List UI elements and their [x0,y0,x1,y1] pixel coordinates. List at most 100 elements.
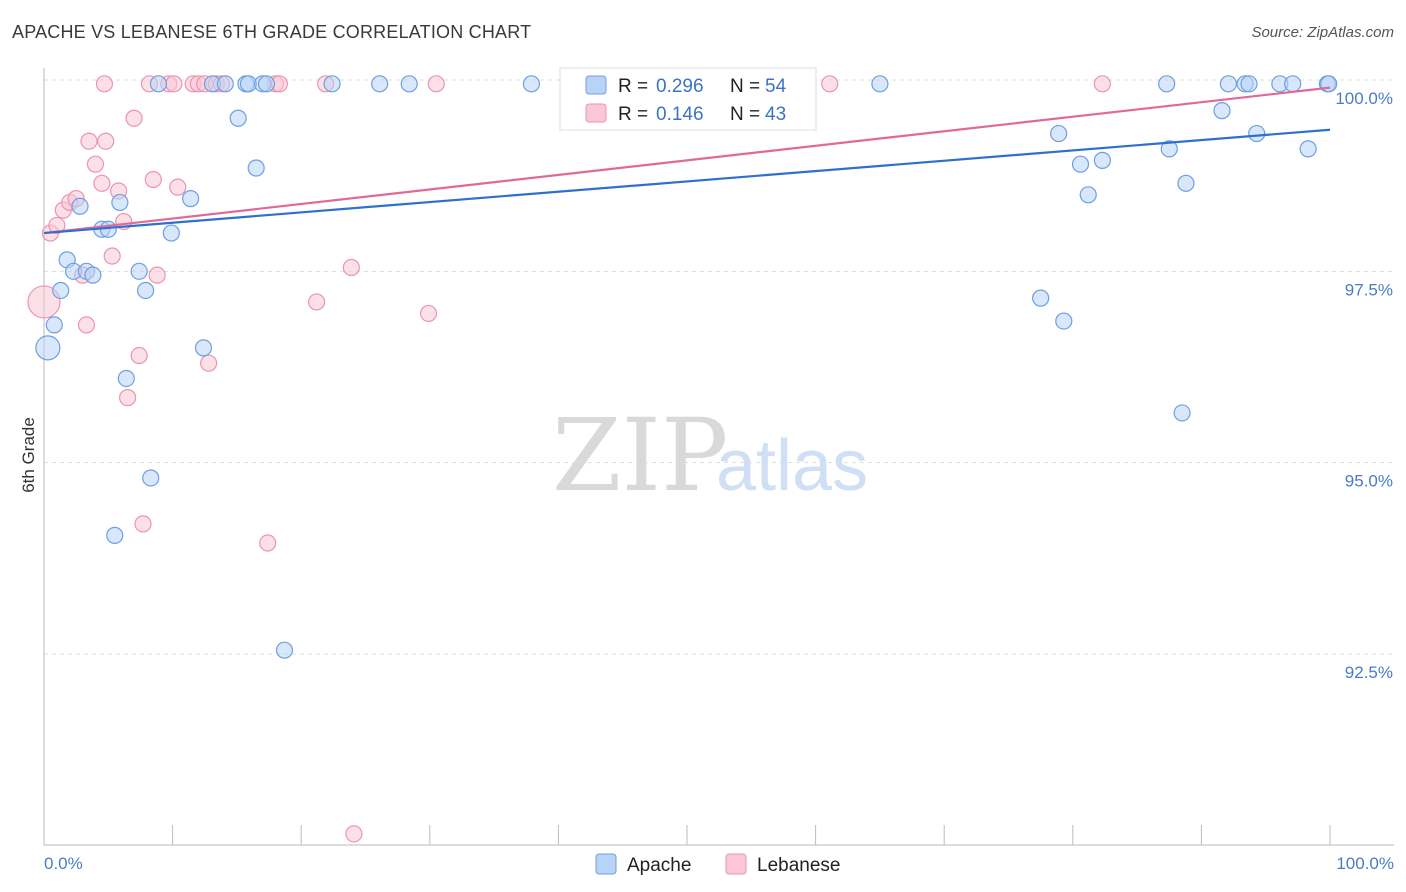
apache-point [142,469,160,487]
apache-point [522,75,540,93]
apache-trend-line [43,128,1331,235]
lebanese-point [259,534,277,552]
apache-point [1299,140,1317,158]
apache-point [1071,155,1090,173]
lebanese-point [118,389,137,407]
apache-legend-swatch [585,75,607,95]
lebanese-point [200,354,218,372]
apache-point [84,266,102,284]
lebanese-point [80,132,98,150]
apache-point [1160,140,1178,158]
watermark: ZIP atlas [552,397,868,514]
stats-legend: R = 0.296 N = 54 R = 0.146 N = 43 [559,67,817,131]
apache-point [111,193,129,212]
apache-point [1055,312,1073,330]
lebanese-point [93,174,111,192]
apache-point [1284,75,1302,93]
apache-n-label: N = [730,76,760,97]
apache-point [1177,174,1195,192]
lebanese-point [130,346,148,365]
chart-title: APACHE VS LEBANESE 6TH GRADE CORRELATION… [12,22,532,42]
apache-n-value: 54 [765,76,787,97]
apache-point [130,262,148,280]
lebanese-point [1093,75,1111,93]
apache-point [136,281,155,300]
apache-point [1240,75,1258,93]
apache-point [371,75,389,93]
lebanese-legend-swatch [585,103,607,123]
apache-point [247,159,265,177]
lebanese-point [165,75,183,93]
series-legend: Apache Lebanese [595,853,840,876]
lebanese-point [134,515,152,533]
apache-r-label: R = [618,76,648,97]
apache-point [400,75,418,93]
lebanese-n-label: N = [730,104,760,125]
lebanese-point [86,155,105,173]
lebanese-point [97,132,115,150]
lebanese-r-label: R = [618,104,648,125]
apache-point [106,526,124,544]
apache-point [229,109,247,127]
apache-point [52,281,70,300]
trend-lines [43,86,1331,235]
apache-point [1032,289,1050,307]
x-tick-label-min: 0.0% [44,854,83,873]
lebanese-point [419,304,438,323]
lebanese-point [345,825,363,843]
apache-point [117,369,135,388]
y-tick-label: 97.5% [1345,280,1393,299]
lebanese-points [27,75,1111,843]
source-label: Source: ZipAtlas.com [1251,24,1394,41]
lebanese-point [125,109,143,127]
apache-point [45,316,63,334]
lebanese-point [144,170,162,189]
watermark-atlas: atlas [716,426,868,506]
apache-point [1173,404,1191,422]
grid-lines [44,79,1394,655]
y-tick-label: 100.0% [1335,89,1393,108]
apache-point [71,197,89,215]
y-axis-label: 6th Grade [19,417,38,493]
lebanese-point [95,75,114,93]
lebanese-series-swatch [725,853,747,875]
apache-point [1093,151,1111,169]
apache-series-label: Apache [627,855,691,876]
lebanese-r-value: 0.146 [656,104,704,125]
apache-point [871,75,889,93]
apache-point [149,75,168,93]
lebanese-point [48,216,66,235]
lebanese-trend-line [43,86,1331,235]
lebanese-point [342,258,360,277]
apache-point [194,339,213,357]
apache-point [1158,75,1176,93]
apache-point [35,335,61,361]
y-tick-label: 95.0% [1345,472,1393,491]
apache-points [35,75,1338,659]
x-tick-label-max: 100.0% [1336,854,1394,873]
axes [43,68,1394,846]
apache-point [275,641,294,659]
lebanese-point [821,75,839,93]
apache-point [162,224,180,242]
lebanese-point [27,285,61,319]
apache-point [323,75,341,93]
lebanese-point [308,293,326,311]
lebanese-series-label: Lebanese [757,855,840,876]
y-tick-labels: 100.0% 97.5% 95.0% 92.5% [1335,89,1393,682]
apache-point [1219,75,1238,93]
watermark-zip: ZIP [552,397,728,514]
apache-point [216,75,234,93]
apache-point [1050,124,1068,143]
lebanese-point [169,178,187,196]
lebanese-n-value: 43 [765,104,786,125]
apache-point [1079,186,1097,204]
apache-point [1213,102,1231,120]
apache-point [182,190,200,208]
apache-point [257,75,276,93]
apache-series-swatch [595,853,617,875]
y-tick-label: 92.5% [1345,663,1393,682]
apache-r-value: 0.296 [656,76,704,97]
lebanese-point [427,75,445,93]
